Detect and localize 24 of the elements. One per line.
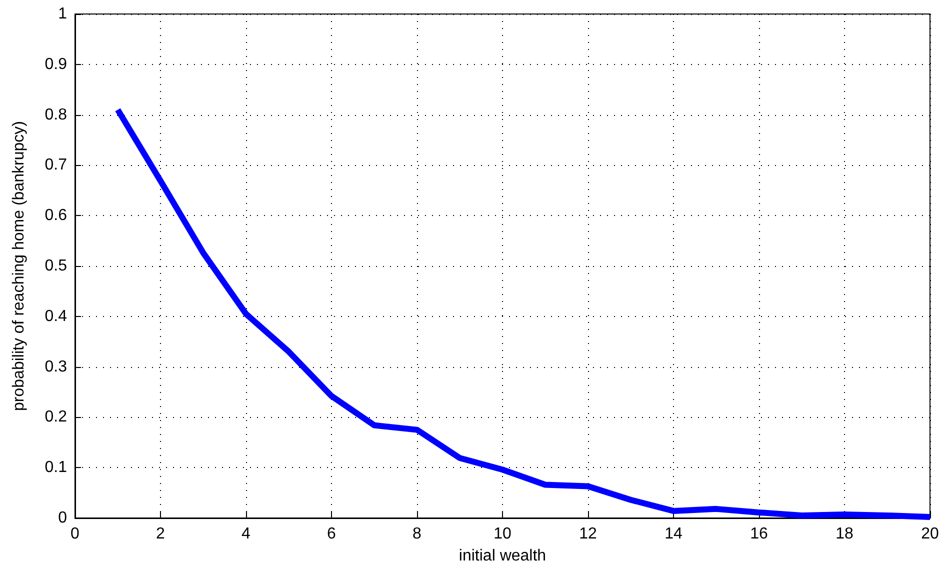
y-tick-label: 0.1 [44, 459, 68, 476]
y-tick-label: 0.6 [44, 207, 68, 224]
x-tick-label: 2 [156, 526, 166, 542]
y-tick-label: 0.4 [44, 308, 68, 325]
x-tick-label: 6 [327, 526, 336, 542]
x-tick-label: 14 [664, 526, 682, 542]
y-axis-title: probability of reaching home (bankrupcy) [10, 121, 28, 411]
x-tick-label: 12 [579, 526, 597, 542]
x-tick-label: 0 [70, 526, 80, 542]
y-tick-label: 0.3 [44, 358, 68, 376]
y-tick-label: 0.5 [44, 258, 68, 274]
x-tick-label: 10 [494, 526, 512, 542]
x-tick-label: 4 [242, 526, 251, 542]
x-axis-title: initial wealth [458, 548, 546, 564]
x-tick-label: 8 [412, 526, 422, 542]
y-tick-label: 0.8 [44, 106, 68, 124]
y-tick-label: 0.7 [44, 156, 68, 174]
x-tick-label: 16 [750, 526, 768, 542]
y-tick-label: 0 [58, 510, 68, 526]
y-tick-label: 0.2 [44, 408, 68, 426]
y-tick-label: 0.9 [44, 56, 68, 73]
y-tick-label: 1 [58, 6, 68, 22]
x-tick-label: 20 [921, 526, 939, 542]
x-tick-label: 18 [836, 526, 854, 542]
